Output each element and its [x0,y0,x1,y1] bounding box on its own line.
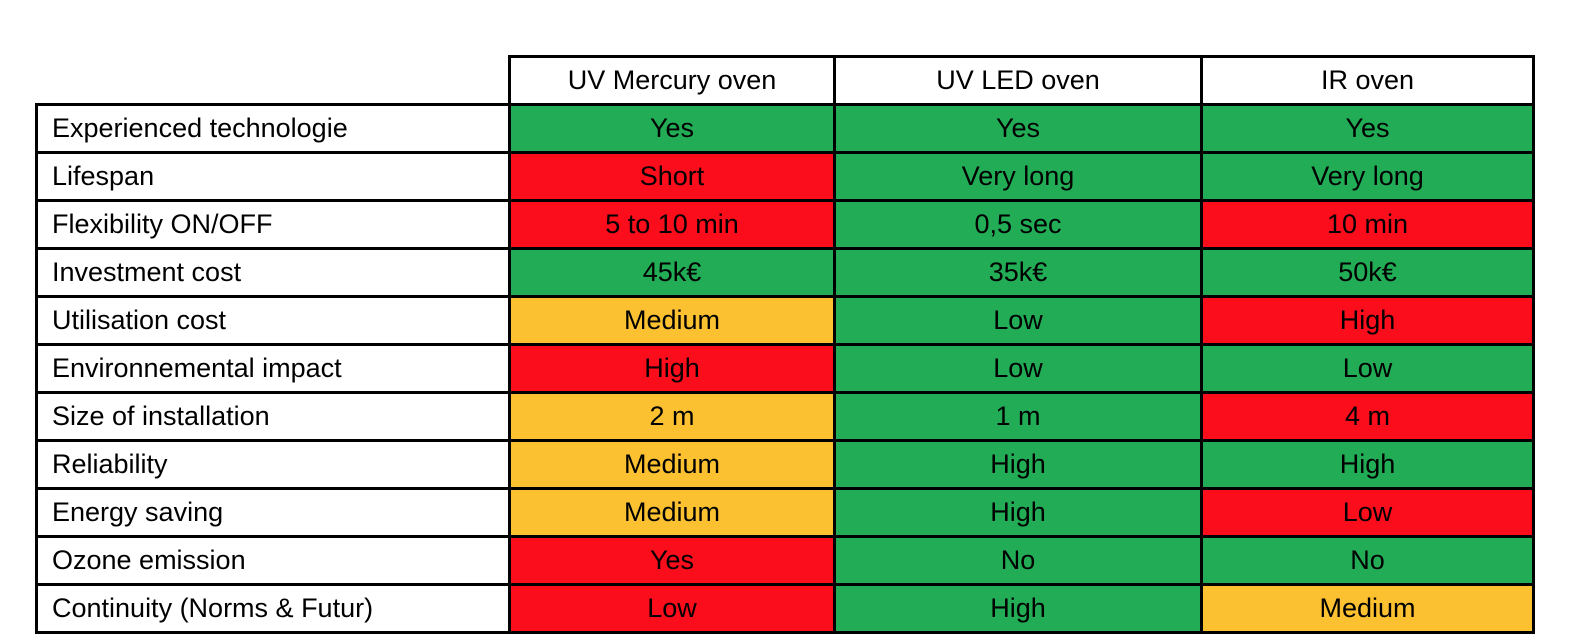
table-row: Energy saving Medium High Low [35,487,1535,538]
value-cell-good: 50k€ [1200,247,1535,298]
value-cell-good: High [1200,439,1535,490]
value-cell-good: Very long [833,151,1203,202]
row-label: Flexibility ON/OFF [35,199,511,250]
value-cell-good: Low [1200,343,1535,394]
value-cell-bad: Short [508,151,836,202]
table-row: Continuity (Norms & Futur) Low High Medium [35,583,1535,634]
value-cell-good: No [833,535,1203,586]
value-cell-good: 45k€ [508,247,836,298]
value-cell-bad: Low [1200,487,1535,538]
row-label: Continuity (Norms & Futur) [35,583,511,634]
row-label: Experienced technologie [35,103,511,154]
value-cell-good: Yes [508,103,836,154]
value-cell-medium: Medium [1200,583,1535,634]
table-row: Lifespan Short Very long Very long [35,151,1535,202]
column-header-ir: IR oven [1200,55,1535,106]
value-cell-good: Very long [1200,151,1535,202]
row-label: Lifespan [35,151,511,202]
row-label: Size of installation [35,391,511,442]
corner-cell [37,57,510,105]
column-header-uv-led: UV LED oven [833,55,1203,106]
table-row: Environnemental impact High Low Low [35,343,1535,394]
value-cell-good: High [833,439,1203,490]
value-cell-medium: 2 m [508,391,836,442]
row-label: Energy saving [35,487,511,538]
table-row: Reliability Medium High High [35,439,1535,490]
table-row: Flexibility ON/OFF 5 to 10 min 0,5 sec 10 m… [35,199,1535,250]
value-cell-good: No [1200,535,1535,586]
value-cell-bad: 4 m [1200,391,1535,442]
value-cell-medium: Medium [508,295,836,346]
value-cell-good: High [833,583,1203,634]
value-cell-good: Yes [833,103,1203,154]
value-cell-bad: 10 min [1200,199,1535,250]
value-cell-good: 35k€ [833,247,1203,298]
value-cell-bad: Yes [508,535,836,586]
value-cell-medium: Medium [508,487,836,538]
table-row: Experienced technologie Yes Yes Yes [35,103,1535,154]
column-header-uv-mercury: UV Mercury oven [508,55,836,106]
value-cell-good: 1 m [833,391,1203,442]
table-row: Investment cost 45k€ 35k€ 50k€ [35,247,1535,298]
row-label: Utilisation cost [35,295,511,346]
table-row: Ozone emission Yes No No [35,535,1535,586]
oven-comparison-table: UV Mercury oven UV LED oven IR oven Expe… [35,55,1535,634]
value-cell-bad: High [508,343,836,394]
table-row: Utilisation cost Medium Low High [35,295,1535,346]
table-body: Experienced technologie Yes Yes Yes Lifespan… [35,103,1535,634]
value-cell-good: High [833,487,1203,538]
header-row: UV Mercury oven UV LED oven IR oven [37,55,1535,106]
value-cell-good: Yes [1200,103,1535,154]
row-label: Reliability [35,439,511,490]
value-cell-medium: Medium [508,439,836,490]
row-label: Investment cost [35,247,511,298]
value-cell-good: Low [833,295,1203,346]
row-label: Environnemental impact [35,343,511,394]
row-label: Ozone emission [35,535,511,586]
value-cell-bad: 5 to 10 min [508,199,836,250]
value-cell-good: Low [833,343,1203,394]
value-cell-bad: High [1200,295,1535,346]
value-cell-good: 0,5 sec [833,199,1203,250]
value-cell-bad: Low [508,583,836,634]
